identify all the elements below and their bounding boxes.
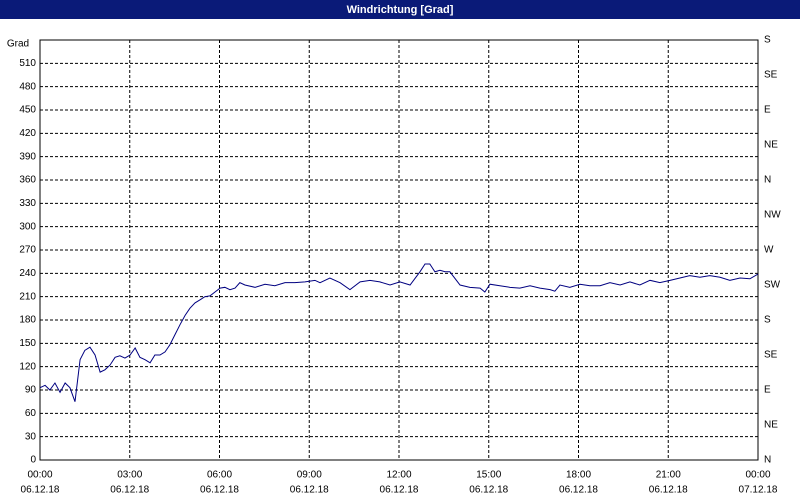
x-tick-label: 03:00 — [117, 470, 142, 481]
x-tick-date: 06.12.18 — [559, 485, 598, 496]
y-tick-label: 420 — [19, 128, 36, 139]
y2-tick-label: N — [764, 455, 771, 466]
y-tick-label: 510 — [19, 58, 36, 69]
x-tick-label: 21:00 — [656, 470, 681, 481]
y2-tick-label: SW — [764, 280, 781, 291]
y2-tick-label: E — [764, 385, 771, 396]
x-tick-date: 06.12.18 — [21, 485, 60, 496]
y2-tick-label: S — [764, 315, 771, 326]
y-tick-label: 30 — [25, 431, 37, 442]
y-tick-label: 210 — [19, 291, 36, 302]
y2-tick-label: NW — [764, 210, 781, 221]
y2-tick-label: N — [764, 175, 771, 186]
x-tick-date: 06.12.18 — [110, 485, 149, 496]
y-tick-label: 300 — [19, 221, 36, 232]
y2-tick-label: NE — [764, 140, 778, 151]
y2-tick-label: SE — [764, 70, 778, 81]
y2-tick-label: NE — [764, 420, 778, 431]
x-tick-date: 06.12.18 — [200, 485, 239, 496]
x-tick-date: 07.12.18 — [739, 485, 778, 496]
y-tick-label: 330 — [19, 198, 36, 209]
y-tick-label: 180 — [19, 315, 36, 326]
x-tick-label: 15:00 — [476, 470, 501, 481]
x-tick-label: 00:00 — [27, 470, 52, 481]
y-tick-label: 120 — [19, 361, 36, 372]
y-tick-label: 0 — [30, 455, 36, 466]
y-tick-label: 60 — [25, 408, 37, 419]
y2-tick-label: E — [764, 105, 771, 116]
y-tick-label: 150 — [19, 338, 36, 349]
x-tick-date: 06.12.18 — [290, 485, 329, 496]
y-axis-label: Grad — [7, 39, 29, 50]
y-tick-label: 270 — [19, 245, 36, 256]
x-tick-label: 00:00 — [745, 470, 770, 481]
y-tick-label: 480 — [19, 81, 36, 92]
x-tick-label: 18:00 — [566, 470, 591, 481]
x-tick-date: 06.12.18 — [380, 485, 419, 496]
x-tick-date: 06.12.18 — [469, 485, 508, 496]
chart-title: Windrichtung [Grad] — [347, 4, 454, 16]
y-tick-label: 90 — [25, 385, 37, 396]
x-tick-date: 06.12.18 — [649, 485, 688, 496]
y-tick-label: 450 — [19, 105, 36, 116]
y2-tick-label: SE — [764, 350, 778, 361]
y2-tick-label: W — [764, 245, 774, 256]
x-tick-label: 09:00 — [297, 470, 322, 481]
y-tick-label: 390 — [19, 151, 36, 162]
x-tick-label: 12:00 — [386, 470, 411, 481]
data-line — [39, 263, 759, 402]
y-tick-label: 360 — [19, 175, 36, 186]
title-bar — [0, 0, 800, 19]
y2-tick-label: S — [764, 35, 771, 46]
x-tick-label: 06:00 — [207, 470, 232, 481]
y-tick-label: 240 — [19, 268, 36, 279]
